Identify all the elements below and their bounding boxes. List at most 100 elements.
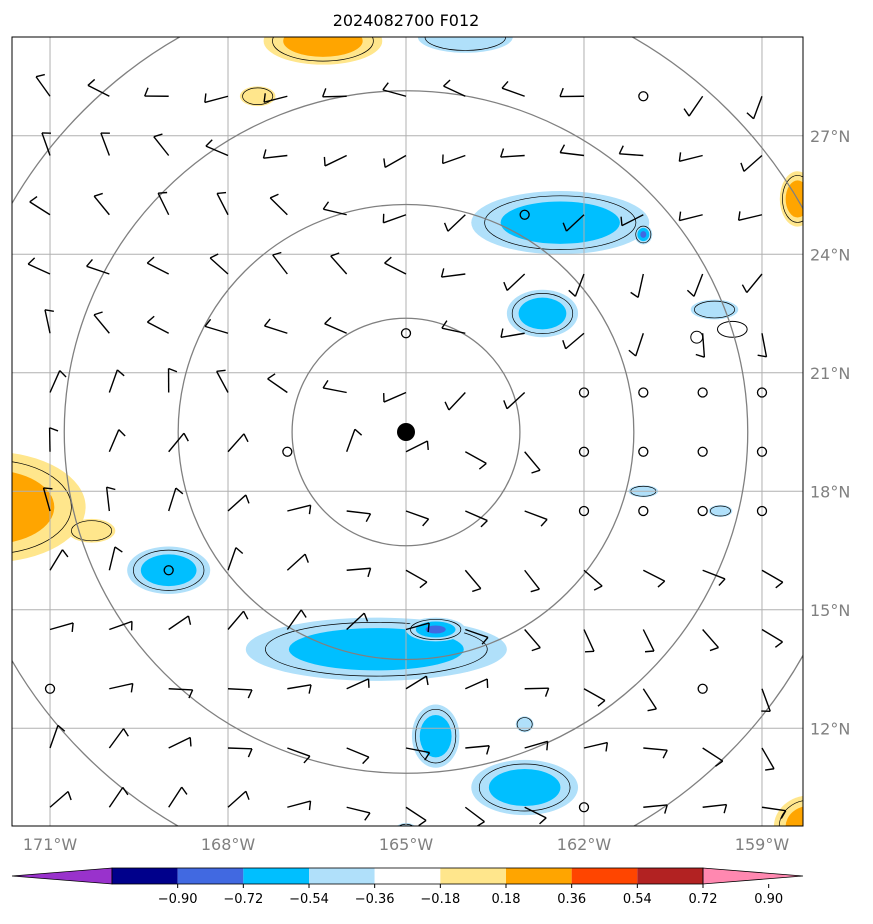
wind-barb bbox=[740, 154, 763, 172]
wind-barb bbox=[443, 214, 466, 232]
wind-barb bbox=[756, 446, 768, 457]
wind-barb bbox=[27, 257, 51, 275]
wind-barb bbox=[642, 629, 655, 653]
wind-barb bbox=[678, 211, 703, 222]
longitude-label: 168°W bbox=[201, 835, 256, 854]
shading-cell bbox=[488, 768, 561, 807]
wind-barb bbox=[168, 688, 194, 699]
colorbar-segment bbox=[243, 868, 309, 884]
island-outline bbox=[863, 365, 873, 373]
shading-contour bbox=[265, 622, 488, 677]
shading-contour bbox=[272, 37, 374, 62]
colorbar-extend-high bbox=[702, 867, 804, 885]
wind-barb bbox=[382, 391, 407, 403]
colorbar-tick-label: −0.18 bbox=[420, 892, 460, 907]
wind-barb bbox=[702, 747, 724, 767]
wind-barb bbox=[697, 505, 708, 517]
wind-barb bbox=[503, 273, 526, 291]
wind-barb bbox=[227, 790, 250, 808]
wind-barb bbox=[562, 332, 585, 350]
wind-barb bbox=[638, 91, 649, 102]
wind-barb bbox=[384, 256, 407, 275]
colorbar-segment bbox=[506, 868, 572, 884]
wind-barb bbox=[757, 333, 768, 358]
wind-barb bbox=[286, 609, 307, 630]
shading-cell bbox=[0, 116, 8, 156]
wind-barb bbox=[346, 806, 371, 821]
wind-barb bbox=[501, 80, 525, 97]
shading-contour bbox=[693, 300, 736, 319]
range-ring bbox=[177, 203, 635, 661]
wind-barb bbox=[405, 747, 431, 761]
wind-barb bbox=[583, 741, 609, 752]
wind-barb bbox=[346, 678, 370, 690]
shading-contour bbox=[12, 461, 72, 553]
wind-barb bbox=[227, 494, 250, 512]
island-outline bbox=[716, 320, 748, 338]
shading-cell bbox=[283, 37, 363, 57]
latitude-label: 12°N bbox=[810, 719, 850, 738]
wind-barb bbox=[272, 251, 288, 275]
wind-barb bbox=[761, 628, 783, 648]
wind-barb bbox=[346, 510, 372, 523]
longitude-label: 162°W bbox=[557, 835, 612, 854]
wind-barb bbox=[524, 451, 541, 474]
wind-barb bbox=[405, 675, 429, 690]
map-frame bbox=[11, 36, 804, 827]
wind-barb bbox=[41, 132, 51, 156]
wind-barb bbox=[108, 546, 123, 571]
wind-barb bbox=[578, 505, 590, 517]
wind-barb bbox=[628, 333, 644, 357]
shading-contour bbox=[242, 87, 274, 105]
wind-barb bbox=[583, 569, 603, 591]
range-rings bbox=[12, 37, 803, 826]
colorbar-tick-label: −0.72 bbox=[223, 892, 263, 907]
wind-barb bbox=[109, 620, 133, 631]
wind-barb bbox=[346, 567, 372, 578]
shading-contour bbox=[868, 404, 873, 421]
wind-barb bbox=[524, 569, 540, 593]
wind-barb bbox=[86, 258, 110, 275]
wind-barb bbox=[44, 683, 56, 694]
latitude-label: 21°N bbox=[810, 364, 850, 383]
wind-barb bbox=[643, 804, 668, 814]
wind-barb bbox=[441, 154, 466, 165]
wind-barb bbox=[638, 387, 649, 398]
wind-barb bbox=[686, 273, 704, 297]
wind-barb bbox=[405, 440, 429, 453]
wind-barb bbox=[643, 747, 668, 759]
wind-barb bbox=[761, 688, 771, 712]
wind-barb bbox=[286, 553, 309, 571]
wind-barb bbox=[263, 93, 288, 103]
colorbar: −0.90 −0.72 −0.54 −0.36 −0.18 0.18 0.36 0.54 0.7… bbox=[11, 867, 804, 907]
latitude-label: 24°N bbox=[810, 245, 850, 264]
wind-barb bbox=[382, 213, 407, 224]
wind-barb bbox=[568, 273, 585, 297]
wind-barb bbox=[405, 510, 430, 527]
shading-contour bbox=[415, 708, 457, 764]
wind-barb bbox=[93, 311, 110, 334]
wind-barb bbox=[49, 622, 74, 632]
wind-barb bbox=[108, 369, 125, 393]
wind-barb bbox=[287, 747, 311, 764]
wind-barb bbox=[620, 214, 644, 227]
wind-barb bbox=[146, 315, 170, 334]
wind-barb bbox=[269, 193, 288, 216]
wind-barb bbox=[524, 806, 547, 825]
wind-barb bbox=[444, 392, 466, 411]
shading-contour bbox=[71, 520, 113, 542]
wind-barb bbox=[583, 688, 606, 707]
wind-barb bbox=[465, 678, 489, 690]
shading-contour bbox=[133, 549, 205, 591]
wind-barb bbox=[167, 367, 178, 393]
wind-barb bbox=[227, 547, 244, 571]
colorbar-segment bbox=[440, 868, 506, 884]
wind-barb bbox=[382, 82, 407, 97]
wind-barb bbox=[146, 256, 169, 275]
wind-barb bbox=[108, 786, 129, 808]
wind-barb bbox=[108, 429, 126, 453]
wind-barb bbox=[204, 93, 229, 104]
longitude-label: 171°W bbox=[23, 835, 78, 854]
wind-barb bbox=[638, 505, 649, 517]
